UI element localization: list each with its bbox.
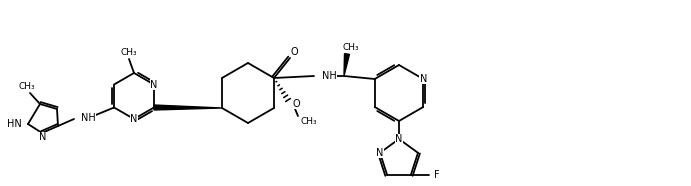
Text: N: N xyxy=(377,148,384,158)
Text: O: O xyxy=(293,99,301,109)
Text: N: N xyxy=(419,74,427,84)
Text: O: O xyxy=(290,47,298,57)
Text: CH₃: CH₃ xyxy=(121,47,138,57)
Text: CH₃: CH₃ xyxy=(343,42,359,52)
Text: HN: HN xyxy=(7,119,22,129)
Text: F: F xyxy=(434,170,439,180)
Polygon shape xyxy=(344,54,350,76)
Text: CH₃: CH₃ xyxy=(19,81,35,91)
Text: N: N xyxy=(39,132,47,142)
Text: N: N xyxy=(395,134,403,144)
Text: N: N xyxy=(131,114,138,124)
Text: NH: NH xyxy=(322,71,337,81)
Text: NH: NH xyxy=(81,113,96,123)
Text: CH₃: CH₃ xyxy=(301,118,318,126)
Polygon shape xyxy=(154,105,222,110)
Text: N: N xyxy=(150,79,158,89)
